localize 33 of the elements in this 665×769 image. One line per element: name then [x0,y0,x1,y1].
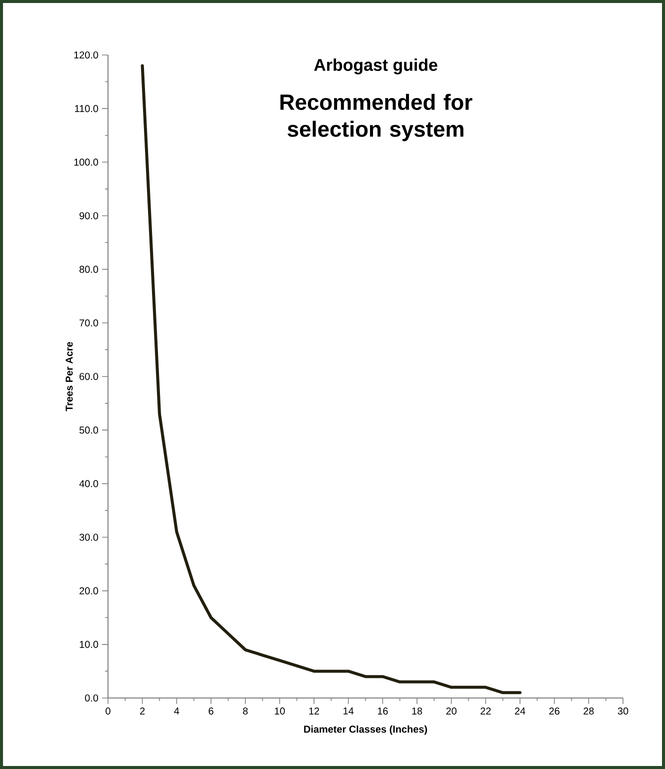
y-tick-label: 40.0 [79,480,98,488]
x-tick-label: 28 [584,708,594,715]
y-tick-label: 110.0 [75,105,98,112]
x-tick-label: 20 [446,708,456,715]
y-tick-label: 30.0 [79,534,98,541]
y-tick-label: 90.0 [80,212,98,220]
y-axis-title: Trees Per Acre [66,342,73,412]
y-tick-label: 0.0 [85,694,98,702]
y-tick-label: 20.0 [80,587,98,594]
x-tick-label: 18 [412,708,422,715]
y-tick-label: 10.0 [80,640,98,648]
x-tick-label: 8 [243,708,248,715]
x-tick-label: 6 [208,708,214,715]
y-tick-label: 60.0 [80,372,98,380]
x-tick-label: 24 [514,708,526,714]
y-tick-label: 120.0 [74,51,98,59]
x-tick-label: 14 [344,708,354,714]
y-tick-label: 50.0 [79,426,98,434]
y-tick-label: 100.0 [74,158,98,166]
x-tick-label: 12 [309,708,320,714]
x-tick-label: 2 [140,708,145,714]
y-tick-label: 70.0 [80,319,98,326]
x-tick-label: 10 [274,708,285,715]
chart-title: Arbogast guide [314,58,438,74]
y-tick-label: 80.0 [80,266,98,273]
x-tick-label: 16 [378,708,388,715]
x-tick-label: 30 [618,708,628,715]
text: Recommended for selection system [280,94,472,142]
x-tick-label: 4 [174,708,180,714]
x-axis-title: Diameter Classes (Inches) [304,725,428,735]
x-tick-label: 26 [549,708,560,715]
x-tick-label: 0 [106,708,110,715]
x-tick-label: 22 [480,708,491,714]
